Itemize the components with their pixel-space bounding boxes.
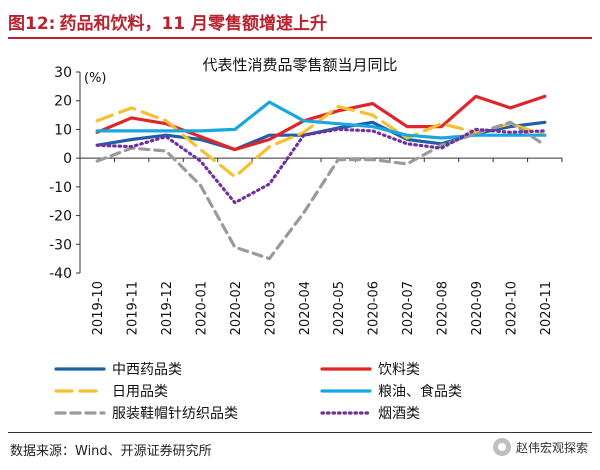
y-tick-label: 30 xyxy=(54,65,72,81)
y-tick-label: 20 xyxy=(54,94,72,110)
y-tick-label: -40 xyxy=(49,266,72,282)
x-tick-label: 2020-08 xyxy=(436,281,451,335)
x-tick-label: 2020-10 xyxy=(504,281,519,335)
y-tick-label: 10 xyxy=(54,122,72,138)
series-group xyxy=(95,94,547,261)
legend-label: 粮油、食品类 xyxy=(378,383,462,400)
x-tick-label: 2020-06 xyxy=(367,281,382,335)
y-tick-label: -20 xyxy=(49,209,72,225)
figure-header: 图12: 药品和饮料，11 月零售额增速上升 xyxy=(8,6,592,36)
y-tick-label: -30 xyxy=(49,237,72,253)
legend-label: 服装鞋帽针纺织品类 xyxy=(112,406,238,422)
x-tick-label: 2019-12 xyxy=(160,281,175,335)
x-tick-label: 2020-04 xyxy=(298,281,313,335)
x-tick-label: 2020-11 xyxy=(539,281,554,335)
line-chart: 代表性消费品零售额当月同比 (%) 30 20 10 0 -10 -20 -30 -40 201… xyxy=(49,56,563,422)
chart-title: 代表性消费品零售额当月同比 xyxy=(202,56,397,74)
series-line-5 xyxy=(95,127,547,205)
x-tick-label: 2020-02 xyxy=(229,281,244,335)
figure-label: 图12: xyxy=(8,13,56,34)
x-tick-label: 2020-03 xyxy=(263,281,278,335)
x-tick-label: 2019-10 xyxy=(91,281,106,335)
x-tick-label: 2020-05 xyxy=(332,281,347,335)
x-tick-label: 2019-11 xyxy=(126,281,141,335)
legend-label: 饮料类 xyxy=(378,362,420,378)
watermark-text: 赵伟宏观探索 xyxy=(515,440,588,455)
x-tick-label: 2020-01 xyxy=(195,281,210,335)
x-tick-label: 2020-09 xyxy=(470,281,485,335)
y-tick-label: 0 xyxy=(63,151,72,167)
legend-label: 日用品类 xyxy=(112,384,168,400)
y-tick-label: -10 xyxy=(49,180,72,196)
watermark: 赵伟宏观探索 xyxy=(492,438,588,456)
series-line-4 xyxy=(95,120,547,261)
header-rule xyxy=(8,37,592,39)
y-axis-unit: (%) xyxy=(84,71,107,86)
wechat-icon xyxy=(492,438,511,456)
figure-title: 药品和饮料，11 月零售额增速上升 xyxy=(59,13,328,34)
x-tick-label: 2020-07 xyxy=(401,281,416,335)
source-note: 数据来源：Wind、开源证券研究所 xyxy=(10,444,212,459)
footer-rule xyxy=(8,432,592,433)
axes: 30 20 10 0 -10 -20 -30 -40 2019-10 2019-11 2019-12… xyxy=(49,65,563,335)
legend-label: 中西药品类 xyxy=(112,362,182,378)
legend-label: 烟酒类 xyxy=(378,406,420,422)
